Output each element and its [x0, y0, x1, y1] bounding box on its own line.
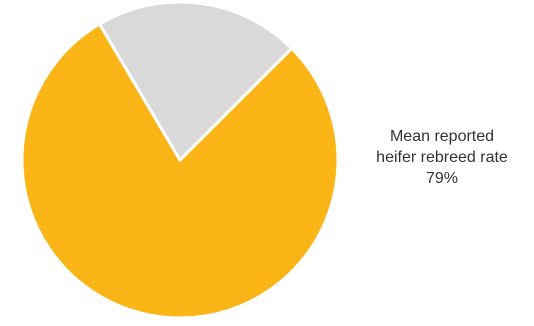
- annotation-value: 79%: [425, 170, 459, 187]
- pie-slice-0: [20, 22, 340, 320]
- annotation-line-1: Mean reported: [389, 128, 495, 145]
- annotation-line-2: heifer rebreed rate: [376, 149, 508, 166]
- pie-slice-1: [98, 0, 294, 162]
- chart-annotation: Mean reported heifer rebreed rate 79%: [350, 126, 534, 189]
